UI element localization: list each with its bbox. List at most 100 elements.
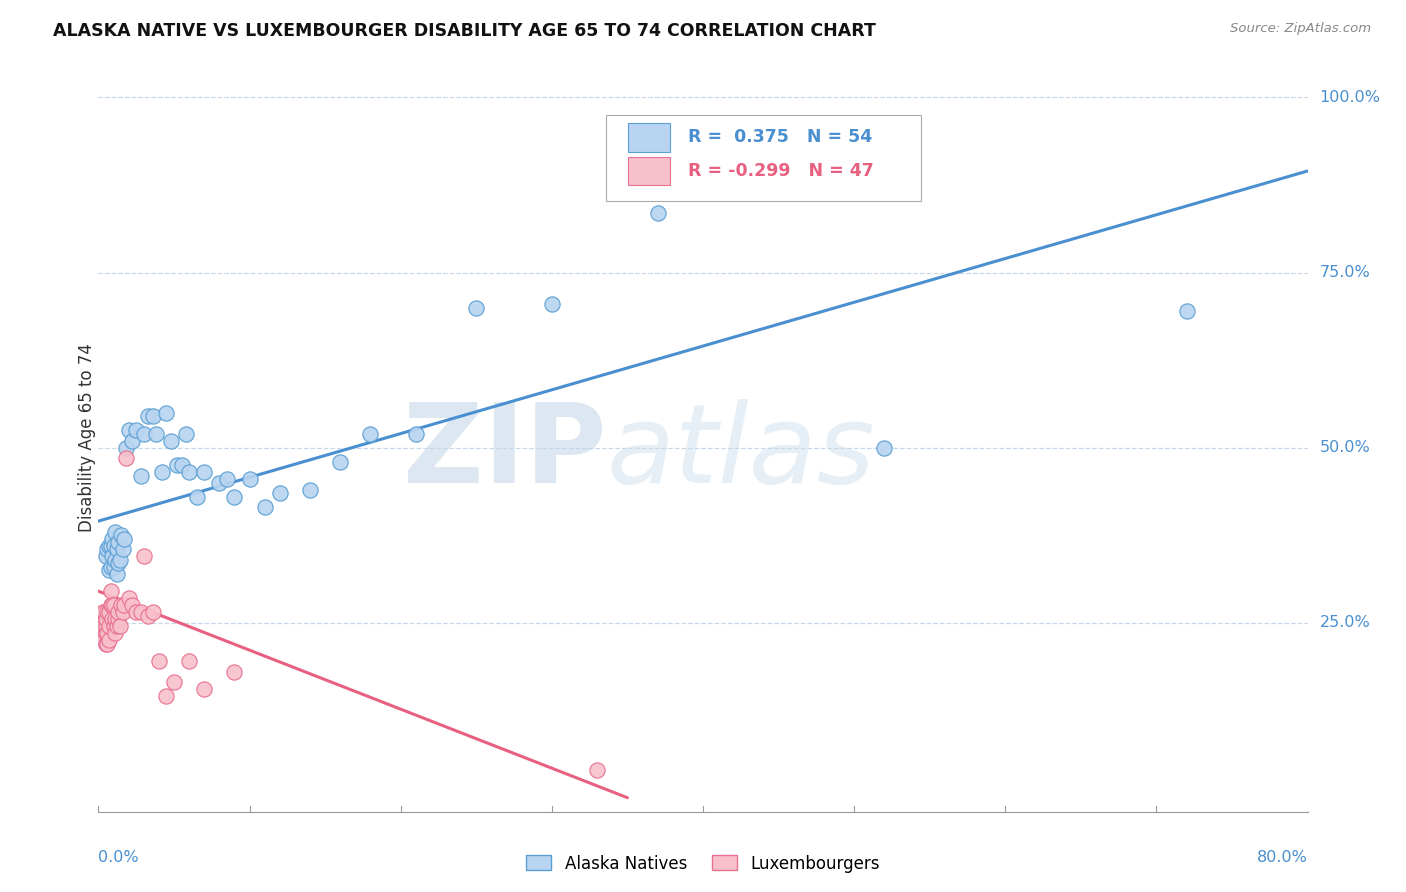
Point (103, 539, 125, 553)
Point (96, 542, 118, 557)
Point (107, 612, 129, 626)
Point (105, 619, 128, 633)
Text: 25.0%: 25.0% (1320, 615, 1371, 630)
Point (96, 626, 118, 640)
Point (101, 549, 124, 563)
Point (93, 605, 115, 619)
Text: 75.0%: 75.0% (1320, 265, 1371, 280)
Point (91, 626, 114, 640)
Point (160, 434, 183, 448)
Point (253, 500, 276, 515)
Point (110, 598, 132, 612)
Point (142, 605, 165, 619)
Point (118, 423, 141, 437)
Point (155, 406, 177, 420)
Point (105, 566, 128, 581)
Point (98, 633, 121, 648)
Point (142, 409, 165, 423)
Point (96, 637, 118, 651)
Point (224, 490, 246, 504)
Text: Source: ZipAtlas.com: Source: ZipAtlas.com (1230, 22, 1371, 36)
Point (104, 552, 127, 566)
Point (299, 483, 322, 497)
Point (100, 539, 122, 553)
Point (107, 556, 129, 570)
Point (121, 598, 143, 612)
FancyBboxPatch shape (628, 157, 671, 186)
Point (98, 563, 121, 577)
Point (145, 426, 167, 441)
Point (405, 426, 427, 441)
Point (166, 458, 188, 472)
Y-axis label: Disability Age 65 to 74: Disability Age 65 to 74 (79, 343, 96, 532)
Point (94, 619, 117, 633)
Point (112, 532, 135, 546)
Point (98, 539, 121, 553)
Point (112, 598, 135, 612)
Point (155, 689, 177, 703)
Point (129, 468, 152, 483)
Point (104, 524, 127, 539)
Point (101, 532, 124, 546)
Point (118, 591, 141, 606)
Point (105, 542, 128, 557)
Point (163, 675, 186, 690)
Point (179, 654, 201, 668)
Point (136, 608, 159, 623)
Point (269, 486, 291, 500)
Text: atlas: atlas (606, 399, 875, 506)
Text: R = -0.299   N = 47: R = -0.299 N = 47 (689, 162, 875, 180)
Point (90, 619, 112, 633)
Point (174, 426, 197, 441)
Point (179, 465, 201, 479)
Point (94, 612, 117, 626)
Point (94, 549, 117, 563)
Point (100, 598, 122, 612)
Text: 80.0%: 80.0% (1257, 850, 1308, 865)
Point (100, 584, 122, 599)
Point (125, 605, 148, 619)
Point (103, 619, 125, 633)
Text: 50.0%: 50.0% (1320, 440, 1371, 455)
Point (96, 605, 118, 619)
FancyBboxPatch shape (606, 115, 921, 201)
Text: 100.0%: 100.0% (1320, 90, 1381, 105)
Point (90, 612, 112, 626)
Point (873, 441, 896, 455)
Point (104, 612, 127, 626)
Point (136, 409, 159, 423)
Point (465, 301, 488, 315)
Point (108, 552, 131, 566)
Point (91, 605, 114, 619)
Point (129, 605, 152, 619)
Text: R =  0.375   N = 54: R = 0.375 N = 54 (689, 128, 873, 146)
Point (114, 451, 136, 466)
Point (121, 434, 143, 448)
Point (148, 654, 170, 668)
Point (101, 598, 124, 612)
FancyBboxPatch shape (628, 123, 671, 152)
Point (98, 605, 121, 619)
Point (104, 626, 127, 640)
Point (170, 458, 193, 472)
Point (100, 559, 122, 574)
Point (114, 441, 136, 455)
Point (111, 542, 134, 557)
Point (692, 185, 714, 199)
Point (150, 465, 173, 479)
Point (208, 475, 231, 490)
Point (94, 626, 117, 640)
Point (647, 206, 669, 220)
Point (93, 633, 115, 648)
Point (239, 472, 262, 486)
Point (215, 472, 238, 486)
Point (193, 465, 215, 479)
Point (540, 297, 562, 311)
Point (107, 605, 129, 619)
Point (1175, 304, 1198, 318)
Point (98, 619, 121, 633)
Legend: Alaska Natives, Luxembourgers: Alaska Natives, Luxembourgers (520, 848, 886, 880)
Point (101, 612, 124, 626)
Text: 0.0%: 0.0% (98, 850, 139, 865)
Point (107, 535, 129, 549)
